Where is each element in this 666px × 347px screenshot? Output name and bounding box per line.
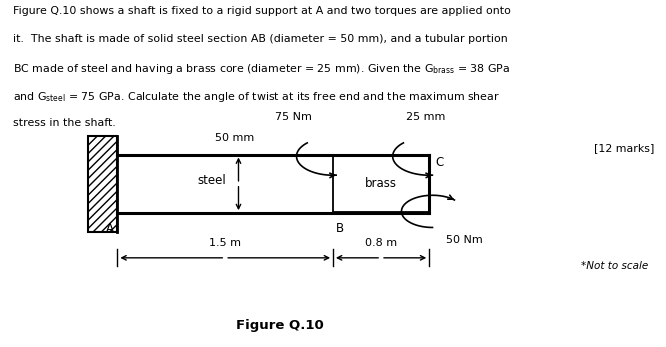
Text: steel: steel xyxy=(198,174,226,187)
Text: A: A xyxy=(106,222,114,235)
Text: B: B xyxy=(336,222,344,235)
Text: 0.8 m: 0.8 m xyxy=(365,237,397,247)
Text: 25 mm: 25 mm xyxy=(406,112,446,122)
Text: 1.5 m: 1.5 m xyxy=(209,237,241,247)
Bar xyxy=(333,156,429,212)
Text: it.  The shaft is made of solid steel section AB (diameter = 50 mm), and a tubul: it. The shaft is made of solid steel sec… xyxy=(13,34,508,44)
Text: 50 Nm: 50 Nm xyxy=(446,236,482,245)
Text: [12 marks]: [12 marks] xyxy=(594,143,655,153)
Text: Figure Q.10: Figure Q.10 xyxy=(236,319,324,332)
Text: *Not to scale: *Not to scale xyxy=(581,261,648,271)
Text: and G$_{\rm steel}$ = 75 GPa. Calculate the angle of twist at its free end and t: and G$_{\rm steel}$ = 75 GPa. Calculate … xyxy=(13,90,500,104)
Text: brass: brass xyxy=(365,177,397,190)
Text: 75 Nm: 75 Nm xyxy=(275,112,312,122)
Text: BC made of steel and having a brass core (diameter = 25 mm). Given the G$_{\rm b: BC made of steel and having a brass core… xyxy=(13,62,511,76)
Text: C: C xyxy=(436,156,444,169)
Text: 50 mm: 50 mm xyxy=(215,133,254,143)
Text: stress in the shaft.: stress in the shaft. xyxy=(13,118,116,128)
Bar xyxy=(88,136,117,232)
Text: Figure Q.10 shows a shaft is fixed to a rigid support at A and two torques are a: Figure Q.10 shows a shaft is fixed to a … xyxy=(13,6,511,16)
